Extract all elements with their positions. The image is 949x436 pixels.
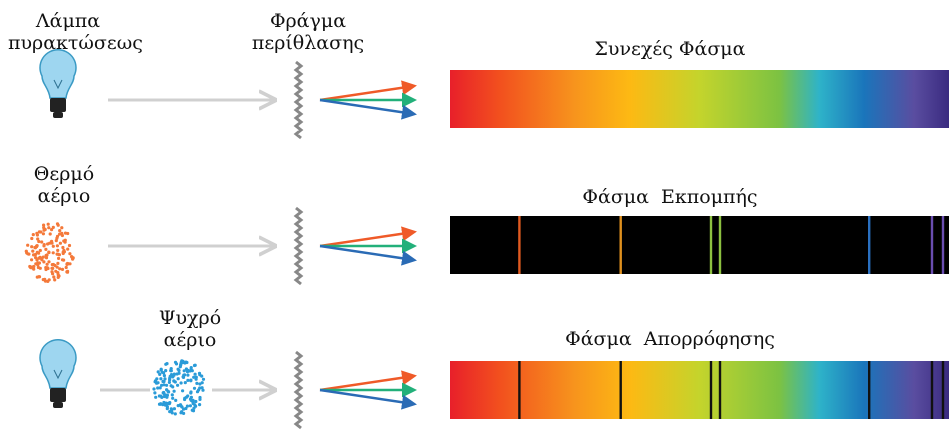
continuous-spectrum-title: Συνεχές Φάσμα xyxy=(594,38,746,60)
cold-gas-cloud-icon xyxy=(152,359,206,416)
ray-red xyxy=(319,226,417,248)
absorption-line xyxy=(619,361,622,419)
ray-blue xyxy=(319,388,417,410)
diffraction-grating-icon xyxy=(293,60,304,140)
lamp-label-text: Λάμπα πυρακτώσεως xyxy=(8,10,143,54)
lamp-label: Λάμπα πυρακτώσεως xyxy=(8,10,143,54)
hot-gas-label: Θερμό αέριο xyxy=(14,163,114,207)
emission-line xyxy=(518,216,521,274)
emission-line xyxy=(941,216,945,274)
emission-line xyxy=(709,216,713,274)
ray-red xyxy=(319,370,417,392)
ray-red xyxy=(319,80,417,102)
ray-blue xyxy=(319,98,417,120)
spectrum-bands xyxy=(450,70,949,419)
cold-gas-label-text: Ψυχρό αέριο xyxy=(158,307,222,351)
emission-spectrum-title: Φάσμα Εκπομπής xyxy=(582,186,758,208)
absorption-line xyxy=(709,361,713,419)
cold-gas-label: Ψυχρό αέριο xyxy=(140,307,240,351)
diffraction-gratings xyxy=(293,60,304,430)
absorption-line xyxy=(930,361,934,419)
emission-line xyxy=(868,216,871,274)
hot-gas-label-text: Θερμό αέριο xyxy=(33,163,95,207)
grating-label-text: Φράγμα περίθλασης xyxy=(251,10,365,54)
emission-line xyxy=(619,216,622,274)
grating-label: Φράγμα περίθλασης xyxy=(248,10,368,54)
absorption-line xyxy=(868,361,871,419)
emission-line xyxy=(930,216,934,274)
continuous-spectrum-band xyxy=(450,70,949,128)
absorption-line xyxy=(718,361,722,419)
hot-gas-cloud-icon xyxy=(24,222,75,283)
absorption-line xyxy=(518,361,521,419)
light-beams xyxy=(100,100,275,390)
absorption-line xyxy=(941,361,945,419)
emission-line xyxy=(718,216,722,274)
absorption-spectrum-title: Φάσμα Απορρόφησης xyxy=(565,328,775,350)
ray-blue xyxy=(319,244,417,266)
incandescent-bulb-icon xyxy=(39,49,77,118)
dispersed-rays xyxy=(319,80,417,410)
incandescent-bulb-icon xyxy=(39,339,77,408)
emission-spectrum-band xyxy=(450,216,949,274)
absorption-spectrum-band xyxy=(450,361,949,419)
diffraction-grating-icon xyxy=(293,350,304,430)
light-sources xyxy=(24,49,206,416)
diffraction-grating-icon xyxy=(293,206,304,286)
